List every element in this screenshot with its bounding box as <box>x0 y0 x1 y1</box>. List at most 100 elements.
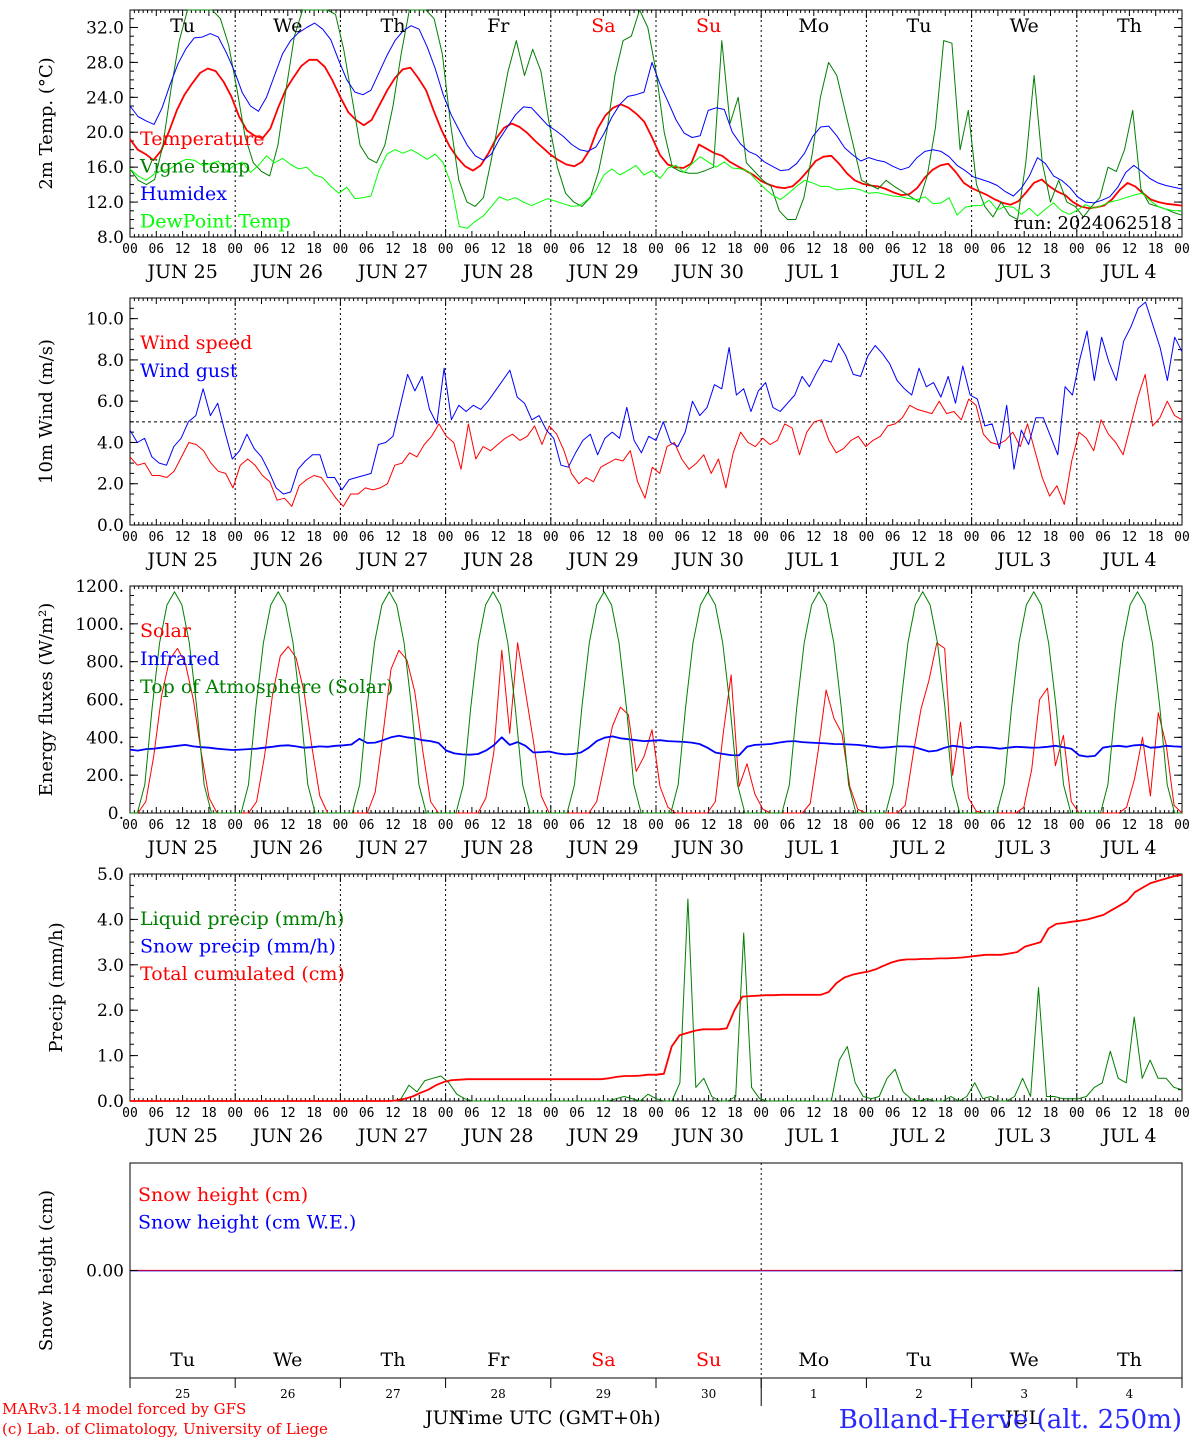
hour-tick-label: 00 <box>648 818 664 833</box>
hour-tick-label: 00 <box>859 818 875 833</box>
date-label: JUN 25 <box>145 837 217 859</box>
weekday-label: Sa <box>591 1349 615 1371</box>
hour-tick-label: 12 <box>280 818 296 833</box>
y-tick-label: 10.0 <box>86 310 124 330</box>
y-tick-label: 32.0 <box>86 18 124 38</box>
series-line <box>129 734 1183 758</box>
y-tick-label: 200. <box>86 766 124 786</box>
hour-tick-label: 18 <box>832 530 848 545</box>
hour-tick-label: 12 <box>175 818 191 833</box>
hour-tick-label: 12 <box>701 1106 717 1121</box>
hour-tick-label: 18 <box>832 818 848 833</box>
hour-tick-label: 00 <box>227 242 243 257</box>
date-label: JUN 25 <box>145 549 217 571</box>
hour-tick-label: 18 <box>411 530 427 545</box>
weekday-label: We <box>1010 15 1039 37</box>
hour-tick-label: 18 <box>517 242 533 257</box>
y-tick-label: 1.0 <box>97 1047 124 1067</box>
y-axis-label: Precip (mm/h) <box>46 922 67 1052</box>
plot-frame <box>129 9 1183 238</box>
hour-tick-label: 12 <box>1016 818 1032 833</box>
hour-tick-label: 18 <box>411 818 427 833</box>
panel-energy: 0. 200. 400. 600. 800. 1000. 1200. Energy fluxe… <box>36 577 1190 859</box>
hour-tick-label: 00 <box>859 1106 875 1121</box>
month-label: JUL <box>1003 1407 1042 1429</box>
hour-tick-label: 18 <box>306 242 322 257</box>
hour-tick-label: 00 <box>1174 242 1190 257</box>
hour-tick-label: 06 <box>1095 530 1111 545</box>
hour-tick-label: 06 <box>148 1106 164 1121</box>
y-axis-label: 10m Wind (m/s) <box>36 339 57 484</box>
weekday-label: Su <box>696 15 721 37</box>
hour-tick-label: 06 <box>359 242 375 257</box>
y-tick-label: 28.0 <box>86 53 124 73</box>
date-label: JUL 2 <box>890 549 946 571</box>
series-line <box>130 591 1182 814</box>
y-tick-label: 5.0 <box>97 865 124 885</box>
hour-tick-label: 12 <box>385 530 401 545</box>
hour-tick-label: 12 <box>596 818 612 833</box>
legend-entry: Total cumulated (cm) <box>140 963 345 985</box>
date-label: JUL 1 <box>785 1125 841 1147</box>
hour-tick-label: 06 <box>464 818 480 833</box>
panel-temperature: 8.0 12.0 16.0 20.0 24.0 28.0 32.0 2m Temp. (°C)… <box>36 9 1190 283</box>
date-label: JUN 26 <box>251 1125 323 1147</box>
legend-entry: Wind gust <box>140 360 238 382</box>
date-label: JUL 1 <box>785 837 841 859</box>
weekday-label: Th <box>1117 15 1142 37</box>
weekday-label: Tu <box>170 15 195 37</box>
hour-tick-label: 00 <box>333 530 349 545</box>
hour-tick-label: 00 <box>753 818 769 833</box>
hour-tick-label: 00 <box>227 1106 243 1121</box>
hour-tick-label: 00 <box>753 242 769 257</box>
y-tick-label: 800. <box>86 653 124 673</box>
hour-tick-label: 06 <box>885 530 901 545</box>
y-tick-label: 600. <box>86 691 124 711</box>
date-label: JUN 30 <box>671 261 743 283</box>
hour-tick-label: 00 <box>333 1106 349 1121</box>
date-label: JUN 26 <box>251 549 323 571</box>
weekday-label: We <box>1010 1349 1039 1371</box>
hour-tick-label: 18 <box>201 818 217 833</box>
legend-entry: Wind speed <box>140 332 252 354</box>
date-label: JUL 2 <box>890 837 946 859</box>
hour-tick-label: 00 <box>438 818 454 833</box>
panel-precip: 0.0 1.0 2.0 3.0 4.0 5.0 Precip (mm/h) Liquid pr… <box>46 865 1190 1147</box>
hour-tick-label: 18 <box>517 1106 533 1121</box>
legend-entry: DewPoint Temp <box>140 211 291 233</box>
hour-tick-label: 00 <box>438 242 454 257</box>
weekday-label: We <box>273 1349 302 1371</box>
y-tick-label: 1200. <box>75 577 124 597</box>
date-label: JUL 1 <box>785 549 841 571</box>
hour-tick-label: 00 <box>648 530 664 545</box>
hour-tick-label: 00 <box>753 1106 769 1121</box>
hour-tick-label: 18 <box>937 530 953 545</box>
month-label: JUN <box>423 1407 465 1429</box>
hour-tick-label: 06 <box>569 818 585 833</box>
day-number: 3 <box>1020 1387 1028 1401</box>
y-tick-label: 2.0 <box>97 475 124 495</box>
y-tick-label: 2.0 <box>97 1001 124 1021</box>
legend-entry: Infrared <box>140 648 220 670</box>
day-number: 2 <box>915 1387 923 1401</box>
hour-tick-label: 06 <box>674 530 690 545</box>
y-tick-label: 4.0 <box>97 910 124 930</box>
weekday-label: Th <box>381 15 406 37</box>
date-label: JUL 3 <box>995 261 1051 283</box>
hour-tick-label: 00 <box>648 1106 664 1121</box>
hour-tick-label: 12 <box>490 242 506 257</box>
date-label: JUN 29 <box>566 837 638 859</box>
legend-entry: Temperature <box>140 128 264 150</box>
date-label: JUN 28 <box>461 261 533 283</box>
hour-tick-label: 06 <box>464 530 480 545</box>
weekday-label: Tu <box>170 1349 195 1371</box>
hour-tick-label: 06 <box>885 818 901 833</box>
hour-tick-label: 18 <box>1148 1106 1164 1121</box>
y-tick-label: 3.0 <box>97 956 124 976</box>
legend-entry: Liquid precip (mm/h) <box>140 908 344 930</box>
weekday-label: Th <box>381 1349 406 1371</box>
date-label: JUN 29 <box>566 1125 638 1147</box>
date-label: JUN 25 <box>145 261 217 283</box>
hour-tick-label: 00 <box>543 818 559 833</box>
hour-tick-label: 12 <box>806 530 822 545</box>
